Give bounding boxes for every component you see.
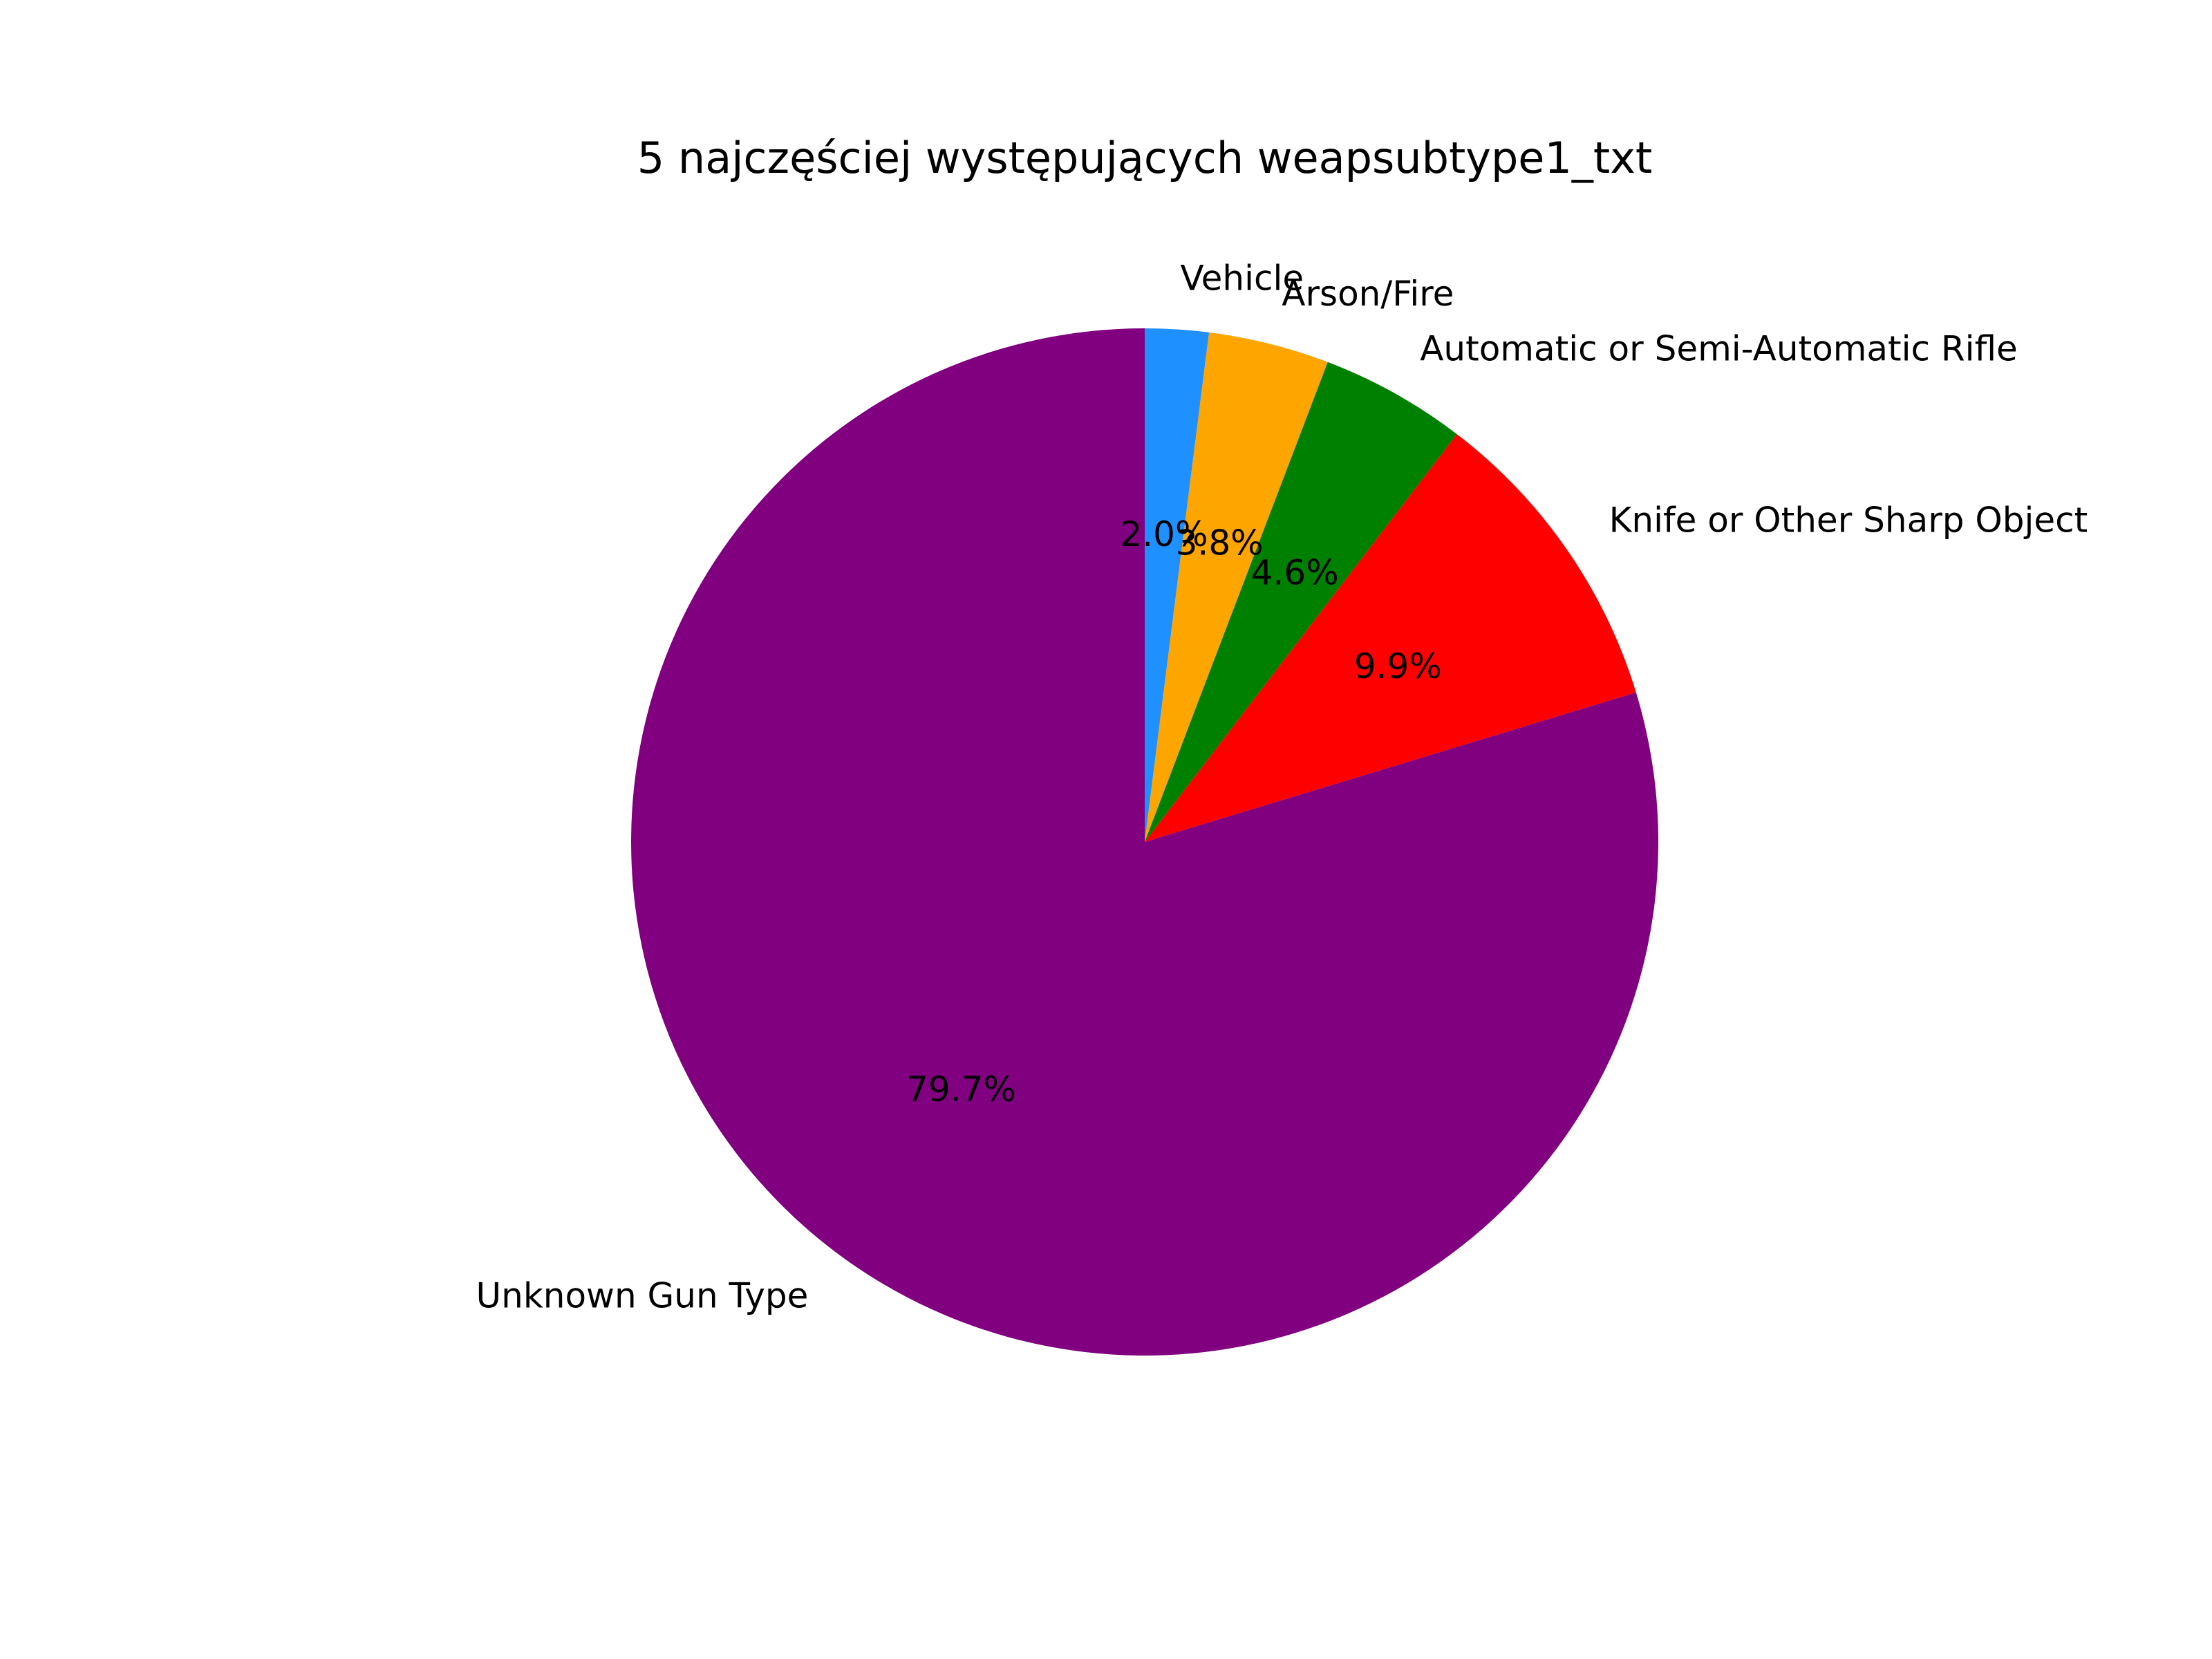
pie-category-label: Arson/Fire [1282,274,1454,314]
pie-slice-vehicle [1145,328,1210,842]
chart-title: 5 najczęściej występujących weapsubtype1… [637,133,1652,183]
pie-category-label: Knife or Other Sharp Object [1609,500,2088,540]
pie-slice-automatic-or-semi-automatic-rifle [1145,362,1457,842]
pie-percent-label: 2.0% [1120,514,1208,554]
pie-percent-label: 9.9% [1354,646,1442,686]
pie-slice-unknown-gun-type [630,328,1659,1356]
pie-percent-label: 79.7% [906,1069,1016,1109]
pie-slices [630,328,1659,1356]
pie-slice-knife-or-other-sharp-object [1145,434,1636,842]
pie-category-label: Unknown Gun Type [476,1276,809,1316]
pie-percent-label: 3.8% [1176,523,1264,563]
pie-percent-labels: 2.0%3.8%4.6% 9.9% 79.7% [906,514,1442,1109]
pie-category-label: Automatic or Semi-Automatic Rifle [1420,328,2018,368]
pie-slice-arson-fire [1145,332,1328,842]
pie-percent-label: 4.6% [1251,553,1339,593]
pie-category-label: Vehicle [1180,258,1304,298]
